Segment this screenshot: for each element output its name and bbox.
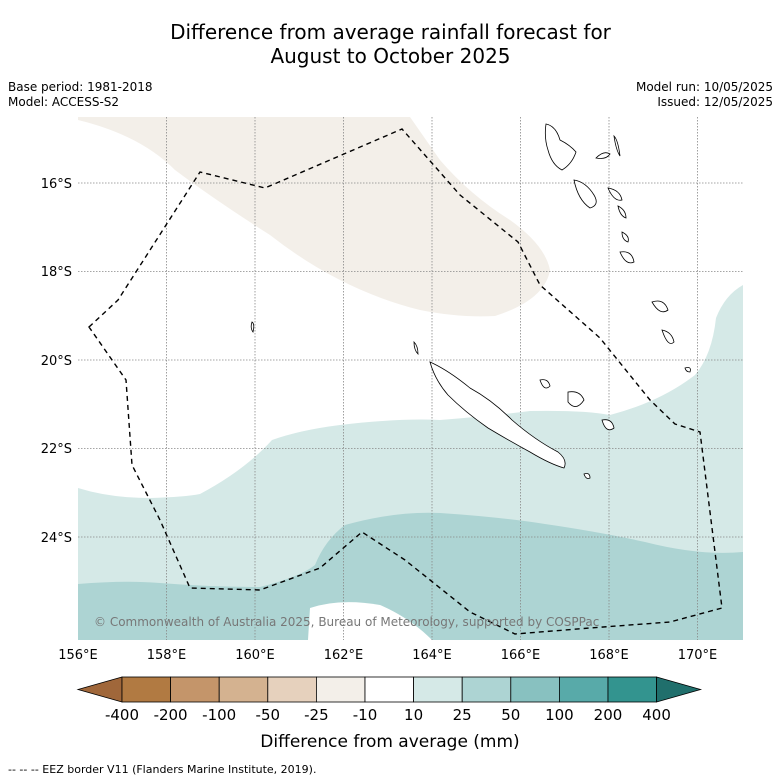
colorbar-swatch	[170, 676, 220, 703]
lon-label: 156°E	[58, 648, 98, 663]
colorbar-swatch	[607, 676, 657, 703]
anomaly-region-wet-25-50	[78, 512, 743, 640]
colorbar-swatch	[315, 676, 366, 703]
colorbar-tick-label: 25	[453, 706, 472, 724]
lon-label: 166°E	[501, 648, 541, 663]
eez-border	[88, 128, 723, 635]
lat-label: 16°S	[41, 177, 72, 192]
lon-label: 162°E	[324, 648, 364, 663]
model-name: Model: ACCESS-S2	[8, 95, 120, 109]
colorbar-tick-label: -200	[154, 706, 188, 724]
colorbar-tick-label: -10	[353, 706, 378, 724]
meta-right: Model run: 10/05/2025 Issued: 12/05/2025	[636, 80, 773, 110]
colorbar-tick-label: 10	[404, 706, 423, 724]
colorbar-tick-label: 100	[545, 706, 574, 724]
colorbar-swatch	[267, 676, 317, 703]
small-island-east	[684, 367, 691, 373]
loyalty-lifou	[567, 391, 585, 407]
gridlines	[78, 117, 743, 640]
isle-of-pines	[583, 473, 591, 479]
colorbar-tick-label: -50	[256, 706, 281, 724]
lon-label: 164°E	[412, 648, 452, 663]
anomaly-region-dry	[78, 117, 550, 317]
lat-label: 18°S	[41, 265, 72, 280]
lat-label: 24°S	[41, 531, 72, 546]
model-run: Model run: 10/05/2025	[635, 80, 773, 94]
colorbar-swatch	[364, 676, 414, 703]
title-line-2: August to October 2025	[270, 44, 511, 68]
meta-left: Base period: 1981-2018 Model: ACCESS-S2	[8, 80, 153, 110]
lon-label: 160°E	[235, 648, 275, 663]
lat-tick-labels: 16°S 18°S 20°S 22°S 24°S	[41, 177, 72, 546]
hunter-island	[661, 329, 675, 344]
new-caledonia	[429, 361, 566, 469]
colorbar-swatch	[559, 676, 609, 703]
colorbar-tick-label: 200	[594, 706, 623, 724]
anomaly-region-neutral-patch	[308, 602, 432, 640]
eez-footnote: -- -- -- EEZ border V11 (Flanders Marine…	[8, 763, 317, 776]
lat-label: 20°S	[41, 354, 72, 369]
colorbar-swatch	[413, 676, 463, 703]
chesterfield-island	[250, 321, 255, 333]
colorbar-swatch	[461, 676, 512, 703]
colorbar-title: Difference from average (mm)	[260, 732, 519, 752]
vanuatu-island-4	[617, 205, 627, 219]
vanuatu-island-3	[607, 187, 623, 201]
vanuatu-espiritu-santo	[544, 123, 577, 171]
vanuatu-island-1	[595, 152, 611, 159]
lon-label: 168°E	[589, 648, 629, 663]
base-period: Base period: 1981-2018	[8, 80, 153, 94]
issued-date: Issued: 12/05/2025	[657, 95, 773, 109]
colorbar-tick-label: 400	[642, 706, 671, 724]
colorbar-swatch	[218, 676, 269, 703]
lon-tick-labels: 156°E 158°E 160°E 162°E 164°E 166°E 168°…	[58, 648, 717, 663]
lat-label: 22°S	[41, 442, 72, 457]
copyright-notice: © Commonwealth of Australia 2025, Bureau…	[94, 615, 599, 629]
title-line-1: Difference from average rainfall forecas…	[170, 20, 611, 44]
colorbar: -400 -200 -100 -50 -25 -10 10 25 50 100 200 400	[76, 676, 703, 724]
colorbar-arrow-right	[656, 676, 703, 703]
colorbar-tick-label: -100	[202, 706, 236, 724]
matthew-island	[651, 300, 669, 313]
colorbar-tick-label: -25	[304, 706, 329, 724]
loyalty-mare	[601, 419, 615, 431]
vanuatu-tanna	[619, 251, 635, 264]
lon-label: 170°E	[678, 648, 718, 663]
colorbar-swatch	[510, 676, 560, 703]
vanuatu-malekula	[573, 179, 597, 209]
loyalty-ouvea	[539, 379, 551, 389]
colorbar-tick-label: 50	[501, 706, 520, 724]
lon-label: 158°E	[147, 648, 187, 663]
land-outlines	[250, 123, 691, 479]
map-title: Difference from average rainfall forecas…	[0, 20, 781, 68]
vanuatu-efate	[621, 231, 629, 243]
vanuatu-island-2	[613, 134, 621, 157]
colorbar-tick-label: -400	[105, 706, 139, 724]
map-area: © Commonwealth of Australia 2025, Bureau…	[78, 117, 743, 640]
colorbar-arrow-left	[76, 676, 123, 703]
colorbar-swatch	[121, 676, 171, 703]
belep-islands	[413, 341, 419, 355]
